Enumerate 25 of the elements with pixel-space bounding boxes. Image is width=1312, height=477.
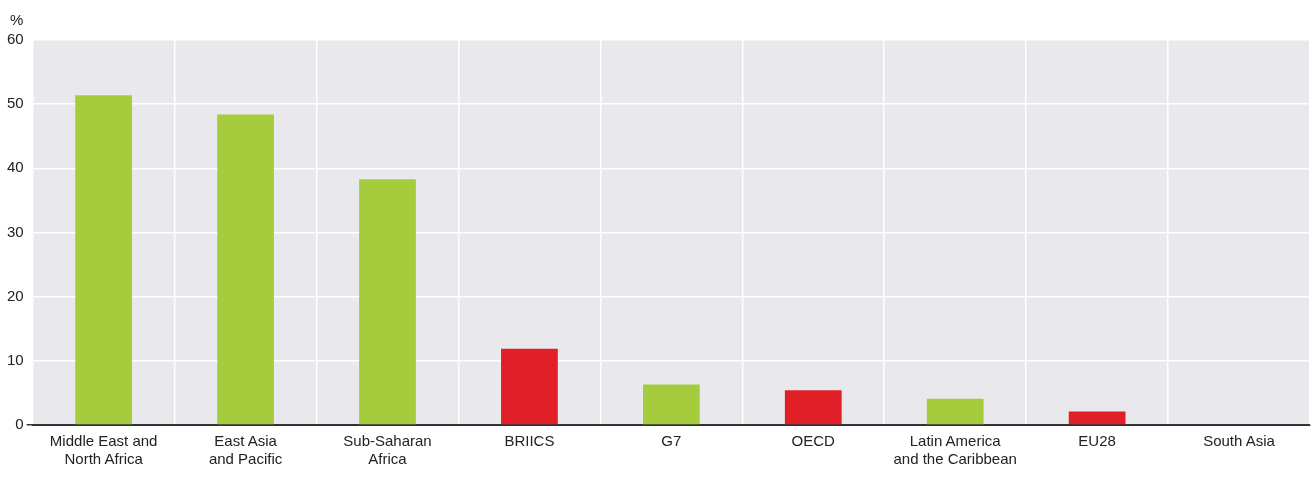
y-tick-label: 0 [15, 415, 24, 433]
bar [217, 114, 274, 425]
x-tick-label: Latin America and the Caribbean [893, 432, 1017, 468]
x-tick-label: East Asia and Pacific [208, 432, 283, 468]
bar [75, 95, 133, 425]
y-tick-label: 10 [7, 350, 24, 368]
y-tick-label: 20 [7, 286, 24, 304]
bar [784, 390, 842, 425]
x-tick-label: Sub-Saharan Africa [343, 432, 432, 468]
x-tick-label: South Asia [1203, 432, 1276, 450]
bar [501, 348, 558, 425]
x-tick-label: OECD [791, 432, 836, 450]
x-tick-label: G7 [661, 432, 682, 450]
y-tick-label: 40 [7, 158, 24, 176]
bar [926, 398, 984, 425]
bar [359, 179, 416, 425]
x-tick-label: Middle East and North Africa [49, 432, 158, 468]
y-axis-title: % [10, 10, 24, 28]
bar [642, 384, 700, 425]
bar [1068, 411, 1126, 425]
y-tick-label: 60 [7, 30, 24, 48]
y-tick-label: 50 [7, 94, 24, 112]
x-tick-label: BRIICS [504, 432, 555, 450]
y-tick-label: 30 [7, 222, 24, 240]
x-tick-label: EU28 [1078, 432, 1116, 450]
